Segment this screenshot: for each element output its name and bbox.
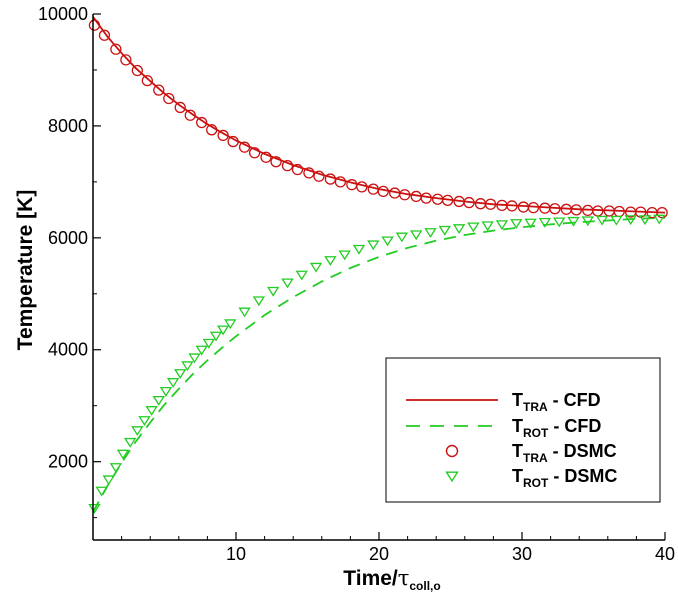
data-point	[454, 225, 464, 233]
y-axis-label: Temperature [K]	[14, 190, 37, 351]
data-point	[554, 218, 564, 226]
data-point	[340, 251, 350, 259]
data-point	[168, 379, 178, 387]
data-point	[411, 231, 421, 239]
y-tick-label: 8000	[48, 116, 88, 136]
data-point	[397, 233, 407, 241]
x-tick-label: 40	[655, 544, 675, 564]
data-point	[190, 354, 200, 362]
data-point	[483, 222, 493, 230]
data-point	[254, 297, 264, 305]
data-point	[497, 221, 507, 229]
data-point	[268, 287, 278, 295]
data-point	[154, 85, 164, 95]
data-point	[354, 246, 364, 254]
y-tick-label: 4000	[48, 340, 88, 360]
data-point	[121, 55, 131, 65]
x-tick-label: 30	[512, 544, 532, 564]
y-axis-ticks: 2000 4000 6000 8000 10000	[38, 4, 101, 518]
x-tick-label: 20	[369, 544, 389, 564]
data-point	[325, 174, 335, 184]
y-tick-label: 10000	[38, 4, 88, 24]
data-point	[468, 223, 478, 231]
data-point	[89, 20, 99, 30]
series-2	[89, 20, 667, 217]
data-point	[197, 346, 207, 354]
data-point	[325, 257, 335, 265]
series-line	[93, 17, 665, 213]
data-point	[357, 182, 367, 192]
y-tick-label: 6000	[48, 228, 88, 248]
y-tick-label: 2000	[48, 452, 88, 472]
data-point	[125, 439, 135, 447]
data-point	[383, 237, 393, 245]
data-point	[640, 216, 650, 224]
data-point	[311, 263, 321, 271]
data-point	[182, 362, 192, 370]
data-point	[139, 417, 149, 425]
data-point	[440, 226, 450, 234]
data-point	[240, 308, 250, 316]
data-point	[175, 370, 185, 378]
series-0	[93, 17, 665, 213]
data-point	[511, 220, 521, 228]
data-point	[368, 241, 378, 249]
x-axis-ticks: 10 20 30 40	[122, 532, 675, 564]
data-point	[147, 407, 157, 415]
data-point	[568, 218, 578, 226]
data-point	[161, 388, 171, 396]
data-point	[104, 476, 114, 484]
data-point	[154, 397, 164, 405]
data-point	[297, 271, 307, 279]
data-point	[335, 177, 345, 187]
x-tick-label: 10	[226, 544, 246, 564]
data-point	[282, 279, 292, 287]
data-point	[347, 180, 357, 190]
x-axis-label: Time/τcoll,o	[343, 566, 440, 593]
data-point	[425, 229, 435, 237]
